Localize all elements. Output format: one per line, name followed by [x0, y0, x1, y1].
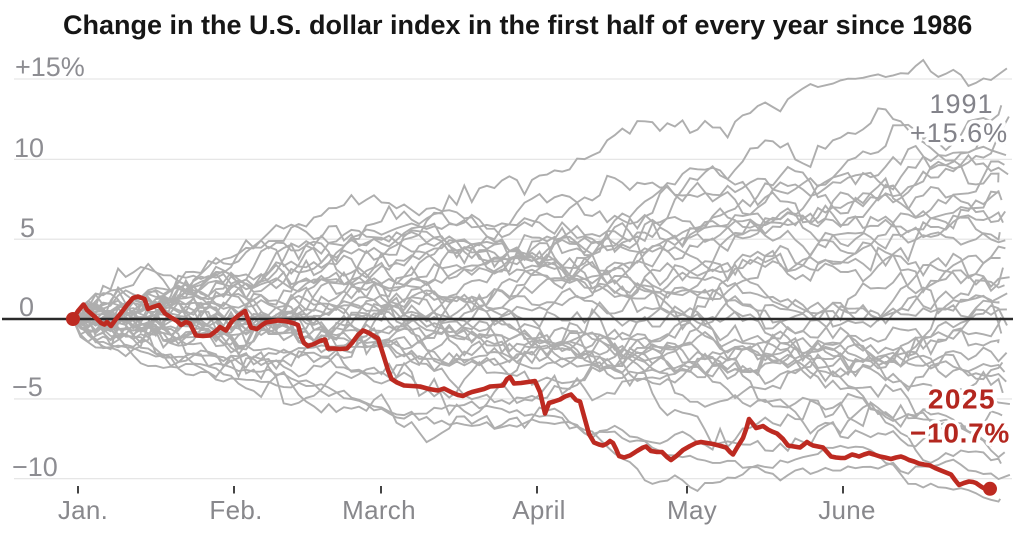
svg-text:−10.7%: −10.7%	[910, 417, 1010, 448]
svg-text:+15.6%: +15.6%	[910, 118, 1008, 148]
svg-text:1991: 1991	[929, 89, 993, 119]
svg-text:2025: 2025	[928, 384, 996, 415]
